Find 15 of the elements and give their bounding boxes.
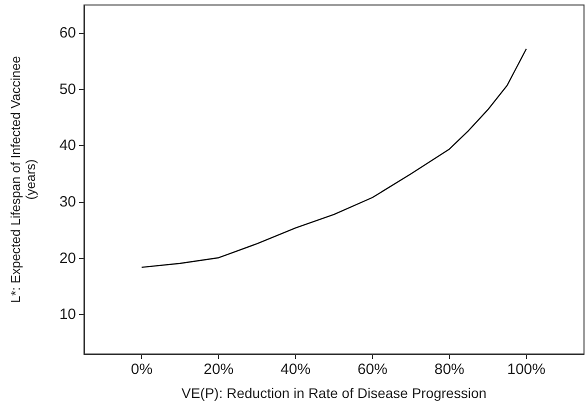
x-axis-title: VE(P): Reduction in Rate of Disease Progression xyxy=(181,385,487,401)
y-axis-title: L*: Expected Lifespan of Infected Vaccinee (years) xyxy=(8,56,38,303)
x-tick-label: 100% xyxy=(507,361,546,378)
y-tick-label: 20 xyxy=(59,250,76,267)
y-tick-label: 10 xyxy=(59,306,76,324)
y-tick-label: 60 xyxy=(59,24,76,42)
x-tick-label: 0% xyxy=(130,361,153,378)
y-tick-label: 50 xyxy=(59,80,76,98)
x-tick-label: 40% xyxy=(280,361,311,378)
x-tick-label: 80% xyxy=(434,361,464,378)
y-tick-label: 40 xyxy=(59,137,76,154)
line-series xyxy=(141,48,527,268)
y-tick-label: 30 xyxy=(59,194,76,211)
x-tick-label: 60% xyxy=(357,361,388,378)
x-tick-label: 20% xyxy=(204,361,234,378)
